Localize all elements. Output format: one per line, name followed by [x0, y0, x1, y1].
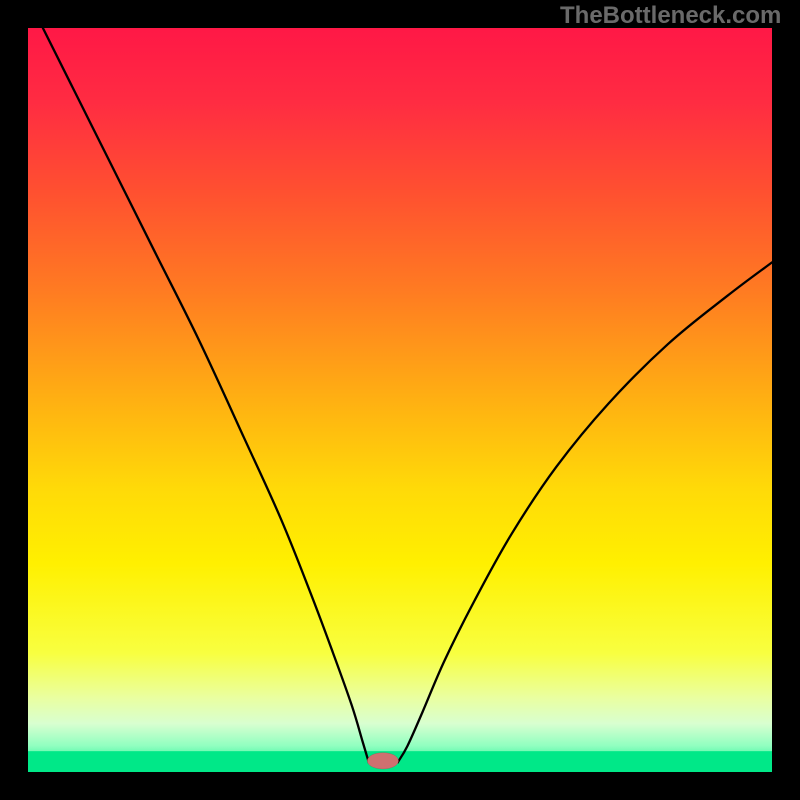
optimal-marker — [367, 753, 398, 769]
watermark-text: TheBottleneck.com — [560, 2, 781, 30]
